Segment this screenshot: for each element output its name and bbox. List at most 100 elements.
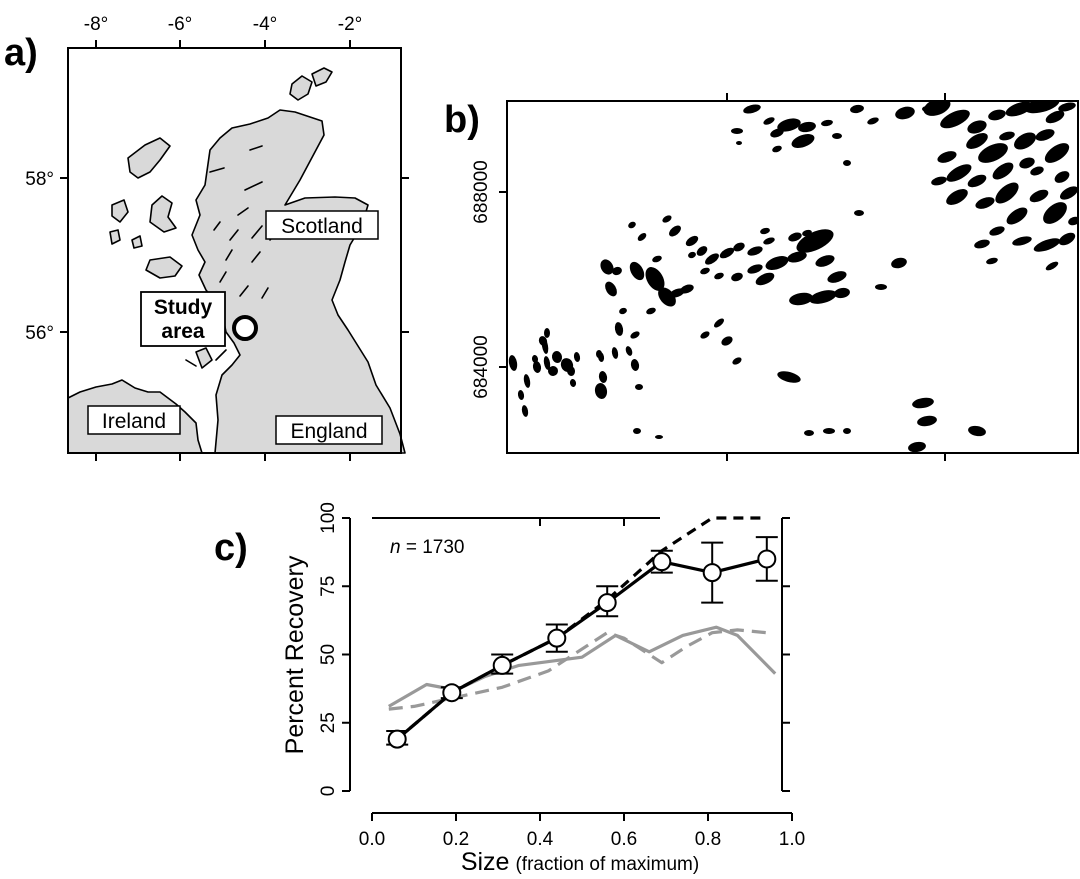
lon-tick: -4°: [253, 14, 278, 35]
n-value: = 1730: [401, 537, 465, 558]
patch: [1043, 202, 1067, 224]
patch: [974, 239, 990, 249]
patch: [611, 347, 619, 359]
patch: [1044, 143, 1070, 163]
patch: [940, 109, 970, 129]
lewis: [127, 137, 171, 179]
patch: [1030, 166, 1044, 176]
patch: [946, 164, 972, 182]
label-england-text: England: [290, 420, 367, 443]
patch: [1045, 110, 1065, 124]
patch: [523, 374, 531, 388]
great-britain-landmass: [191, 109, 406, 454]
x-tick-label: 0.8: [695, 829, 721, 850]
patch: [787, 251, 807, 263]
patch: [763, 117, 775, 125]
patch: [989, 226, 1005, 236]
patch: [1029, 189, 1049, 203]
patch: [1045, 261, 1059, 271]
patch: [922, 106, 932, 112]
x-tick-label: 0.6: [611, 829, 637, 850]
patch: [628, 221, 636, 229]
study-area-line1: Study: [154, 296, 213, 319]
patch: [551, 351, 563, 363]
label-scotland: Scotland: [265, 210, 379, 240]
patch: [1006, 207, 1028, 225]
patch: [508, 355, 518, 371]
patch: [732, 357, 742, 365]
patch: [548, 366, 558, 376]
data-point: [387, 729, 407, 749]
patch: [923, 101, 951, 116]
patch: [789, 292, 813, 306]
coll: [131, 235, 143, 249]
panel-a-lat-ticks: 58° 56°: [25, 169, 54, 344]
mull: [145, 256, 183, 279]
patch: [629, 261, 645, 281]
panel-c-series: [386, 516, 778, 749]
lat-tick: 58°: [25, 169, 54, 190]
patch: [700, 267, 710, 275]
panel-c-label: c): [214, 527, 248, 569]
data-point: [442, 683, 462, 703]
patch: [731, 128, 743, 134]
label-ireland: Ireland: [87, 405, 181, 435]
patch: [655, 435, 663, 439]
patch: [815, 255, 835, 267]
lon-tick: -8°: [84, 14, 109, 35]
patch: [630, 331, 640, 339]
patch: [633, 428, 641, 434]
data-point: [702, 563, 722, 583]
patch: [719, 247, 735, 259]
patch: [978, 143, 1008, 163]
patch: [995, 182, 1019, 204]
patch: [630, 359, 640, 371]
patch: [966, 133, 988, 149]
patch: [669, 225, 681, 237]
patch: [986, 257, 998, 265]
x-axis-title: Size (fraction of maximum): [461, 848, 699, 876]
patch: [823, 428, 835, 434]
y-tick-label: 25: [318, 712, 339, 733]
data-point: [757, 549, 777, 569]
lon-tick: -2°: [338, 14, 363, 35]
panel-a-map: a): [4, 14, 409, 461]
patch: [1059, 186, 1078, 200]
panel-a-frame: [67, 47, 402, 454]
sample-size-annotation: n = 1730: [390, 537, 465, 558]
patch: [772, 145, 782, 153]
patch: [1035, 129, 1055, 141]
patch: [908, 441, 926, 453]
patch: [1068, 216, 1078, 226]
x-axis-title-sub: (fraction of maximum): [515, 854, 699, 875]
patch: [625, 346, 633, 356]
study-area-line2: area: [161, 320, 205, 343]
panel-a-ticks: [60, 40, 409, 461]
patch: [685, 235, 699, 247]
panel-b-y-ticks: 688000 684000: [471, 160, 492, 398]
data-point: [492, 655, 512, 675]
patch: [821, 119, 833, 127]
patch: [543, 356, 551, 370]
patch: [696, 246, 708, 256]
panel-b-ticks: [499, 93, 946, 461]
patch: [645, 267, 665, 291]
panel-a-lon-ticks: -8° -6° -4° -2°: [84, 14, 363, 35]
data-point: [547, 628, 567, 648]
patch: [999, 131, 1015, 141]
patch: [895, 106, 915, 120]
label-study-area: Study area: [140, 291, 226, 347]
patch: [733, 242, 745, 252]
y-tick-label: 100: [318, 502, 339, 534]
patch: [747, 246, 763, 256]
patch: [747, 264, 763, 274]
patch: [573, 352, 581, 362]
orkney-west: [289, 75, 313, 101]
patch: [700, 331, 710, 339]
uist: [111, 199, 129, 223]
patch: [992, 162, 1014, 180]
patch: [1014, 132, 1036, 150]
patch: [917, 415, 937, 427]
y-tick: 688000: [471, 160, 492, 223]
